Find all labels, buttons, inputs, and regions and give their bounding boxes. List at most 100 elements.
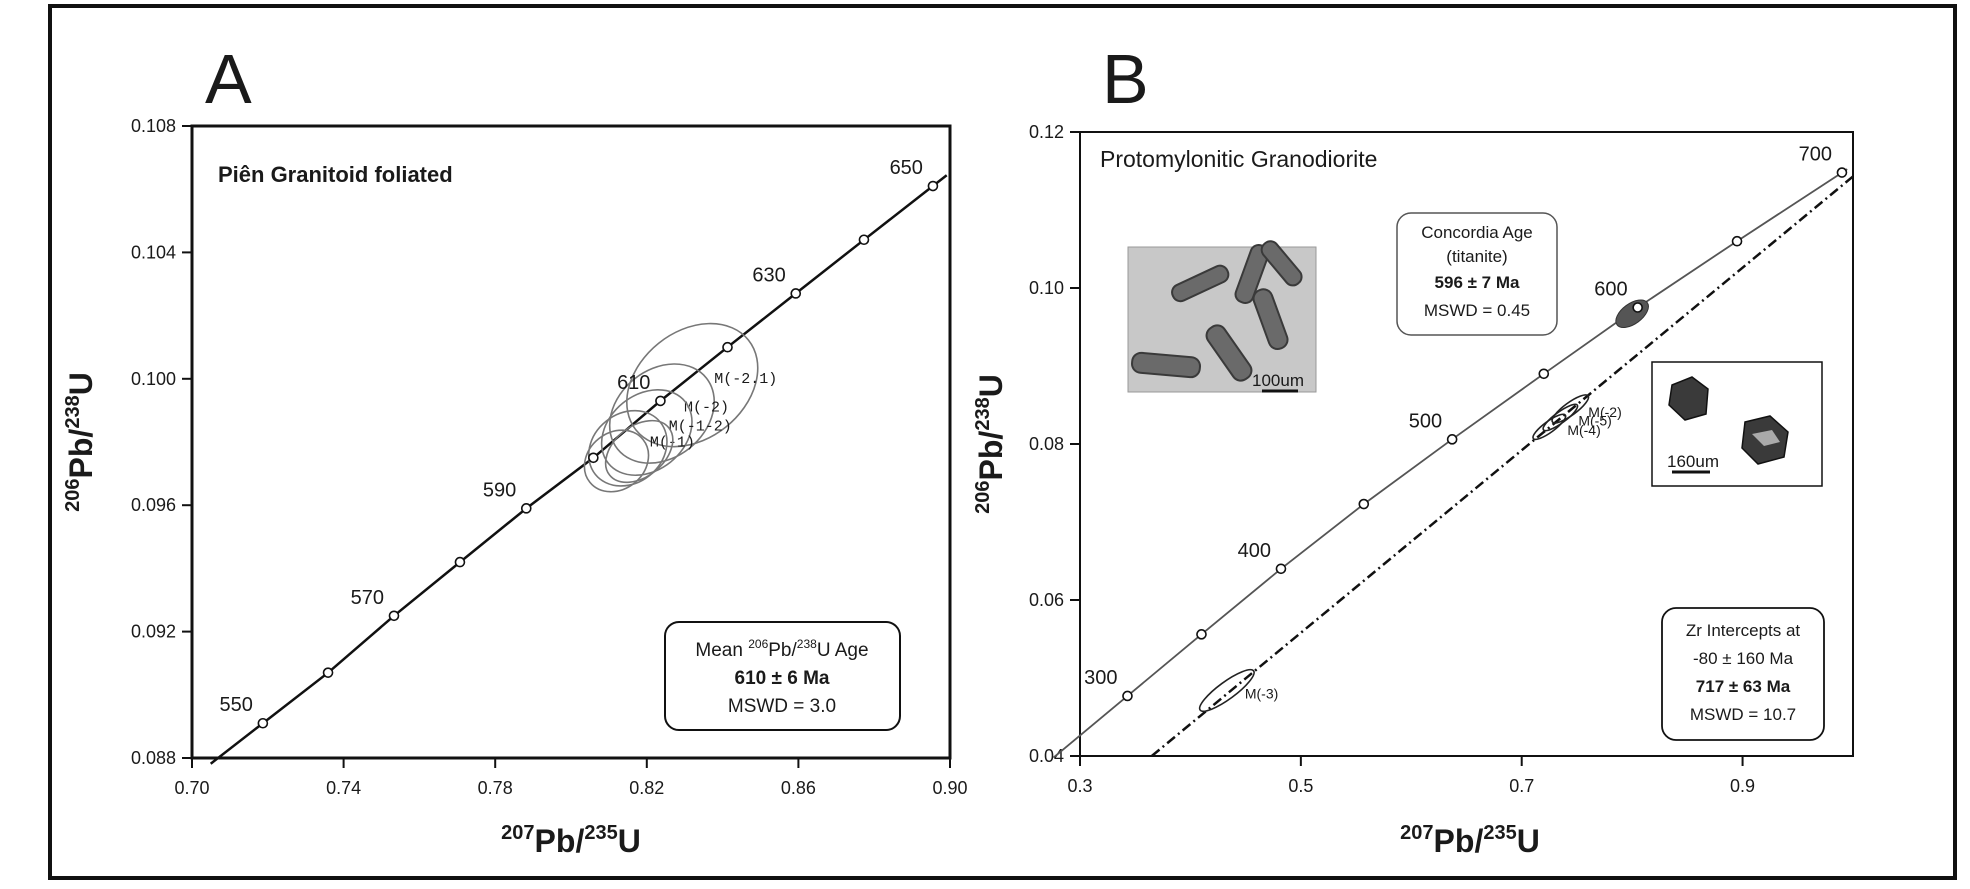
error-ellipse xyxy=(600,388,693,477)
concordia-age-marker xyxy=(520,503,532,514)
concordia-age-marker xyxy=(1538,368,1550,380)
concordia-box-line1: Concordia Age xyxy=(1421,223,1533,242)
y-tick-label: 0.104 xyxy=(131,242,176,262)
y-axis-label-a: 206Pb/238U xyxy=(62,372,99,512)
ellipse-label: M(-1-2) xyxy=(669,419,732,436)
titanite-photo-inset: 100um xyxy=(1127,240,1317,393)
error-ellipse xyxy=(1551,394,1590,424)
concordia-age-label: 630 xyxy=(752,264,785,286)
mean-age-box xyxy=(664,621,901,731)
zircon-photo-inset: 160um xyxy=(1651,361,1823,487)
discordia-line xyxy=(1150,175,1854,757)
y-tick-label: 0.088 xyxy=(131,748,176,768)
x-tick-label: 0.74 xyxy=(326,778,361,798)
concordia-age-marker xyxy=(588,452,599,464)
mean-age-mswd: MSWD = 3.0 xyxy=(728,696,836,717)
y-axis-label-b: 206Pb/238U xyxy=(972,374,1009,514)
error-ellipse xyxy=(608,363,716,464)
concordia-age-marker xyxy=(722,341,733,353)
concordia-box-line2: (titanite) xyxy=(1446,247,1507,266)
panel-label-b: B xyxy=(1102,40,1149,118)
chart-title-b: Protomylonitic Granodiorite xyxy=(1100,146,1377,172)
concordia-age-marker xyxy=(1632,302,1643,313)
ellipse-label: M(-5) xyxy=(1578,412,1611,428)
intercept-box-line2: -80 ± 160 Ma xyxy=(1693,649,1794,668)
ellipse-label: M(-2) xyxy=(684,400,729,417)
chart-title-a: Piên Granitoid foliated xyxy=(218,162,453,187)
panel-a: A Piên Granitoid foliated 0.088 0.092 0.09… xyxy=(62,40,968,859)
concordia-age-marker xyxy=(1731,235,1743,247)
mean-age-line1: Mean 206Pb/238U Age xyxy=(695,637,868,661)
plot-area-a xyxy=(190,124,952,760)
y-tick-label: 0.12 xyxy=(1029,122,1064,142)
zircon-scale-label: 160um xyxy=(1667,452,1719,471)
x-tick-label: 0.82 xyxy=(629,778,664,798)
ellipse-label: M(-2) xyxy=(1588,404,1621,420)
y-tick-label: 0.100 xyxy=(131,369,176,389)
concordia-age-marker xyxy=(1122,690,1133,702)
concordia-age-label: 570 xyxy=(351,587,384,609)
intercept-box-line3: 717 ± 63 Ma xyxy=(1696,677,1791,696)
zircon-photo xyxy=(1651,361,1823,487)
x-tick-label: 0.9 xyxy=(1730,776,1755,796)
concordia-age-marker xyxy=(1358,498,1370,510)
concordia-age-label: 610 xyxy=(617,372,650,394)
y-ticks-a: 0.088 0.092 0.096 0.100 0.104 0.108 xyxy=(131,116,192,768)
concordia-age-marker xyxy=(1836,167,1848,178)
intercept-box-line4: MSWD = 10.7 xyxy=(1690,705,1796,724)
zircon-grain-1 xyxy=(1668,376,1709,421)
intercept-box-line1: Zr Intercepts at xyxy=(1686,621,1801,640)
concordia-age-label: 700 xyxy=(1799,144,1832,166)
y-tick-label: 0.092 xyxy=(131,622,176,642)
concordia-age-label: 550 xyxy=(219,694,252,716)
x-axis-label-a: 207Pb/235U xyxy=(501,822,641,859)
zircon-grain-2-core xyxy=(1752,430,1780,446)
concordia-box-line4: MSWD = 0.45 xyxy=(1424,301,1530,320)
error-ellipse xyxy=(583,429,650,493)
concordia-age-marker xyxy=(790,288,802,299)
concordia-age-label: 600 xyxy=(1594,279,1627,301)
concordia-age-marker xyxy=(1275,563,1287,575)
y-tick-label: 0.04 xyxy=(1029,746,1064,766)
ellipse-label: M(-4) xyxy=(1567,422,1600,438)
concordia-age-marker xyxy=(927,180,939,192)
y-tick-label: 0.06 xyxy=(1029,590,1064,610)
x-tick-label: 0.7 xyxy=(1509,776,1534,796)
ellipse-label: M(-2.1) xyxy=(714,371,777,388)
concordia-age-label: 500 xyxy=(1409,410,1442,432)
concordia-age-marker xyxy=(655,395,666,407)
x-tick-label: 0.70 xyxy=(174,778,209,798)
x-tick-label: 0.90 xyxy=(932,778,967,798)
concordia-age-marker xyxy=(1196,629,1207,640)
titanite-scale-label: 100um xyxy=(1252,371,1304,390)
figure-frame xyxy=(48,4,1957,880)
error-ellipse xyxy=(604,419,674,484)
concordia-age-marker xyxy=(454,556,466,568)
error-ellipse xyxy=(626,322,759,448)
concordia-age-label: 400 xyxy=(1238,540,1271,562)
x-ticks-b: 0.3 0.5 0.7 0.9 xyxy=(1067,756,1755,796)
panel-b: B Protomylonitic Granodiorite 0.040.060.… xyxy=(972,40,1854,859)
concordia-age-marker xyxy=(388,610,400,622)
x-tick-label: 0.86 xyxy=(781,778,816,798)
concordia-points-b: 300 400 500 600 700 xyxy=(1084,144,1848,702)
x-tick-label: 0.3 xyxy=(1067,776,1092,796)
concordia-age-marker xyxy=(322,667,334,678)
ellipse-label: M(-3) xyxy=(1245,685,1278,701)
concordia-age-box xyxy=(1396,212,1558,336)
concordia-age-label: 650 xyxy=(890,157,923,179)
y-tick-label: 0.10 xyxy=(1029,278,1064,298)
y-tick-label: 0.108 xyxy=(131,116,176,136)
concordia-age-marker xyxy=(1446,434,1458,445)
concordia-age-label: 590 xyxy=(483,479,516,501)
mean-age-value: 610 ± 6 Ma xyxy=(735,668,830,689)
y-tick-label: 0.08 xyxy=(1029,434,1064,454)
concordia-age-label: 300 xyxy=(1084,667,1117,689)
error-ellipses-a: M(-2.1)M(-2)M(-1-2)M(-1) xyxy=(583,322,777,493)
error-ellipse xyxy=(1532,413,1567,441)
concordia-points-a: 550 570 590 610 630 650 xyxy=(219,157,939,729)
y-ticks-b: 0.04 0.06 0.08 0.10 0.12 xyxy=(1029,122,1080,766)
panel-label-a: A xyxy=(205,40,252,118)
zr-intercept-box xyxy=(1661,607,1825,741)
x-tick-label: 0.78 xyxy=(478,778,513,798)
